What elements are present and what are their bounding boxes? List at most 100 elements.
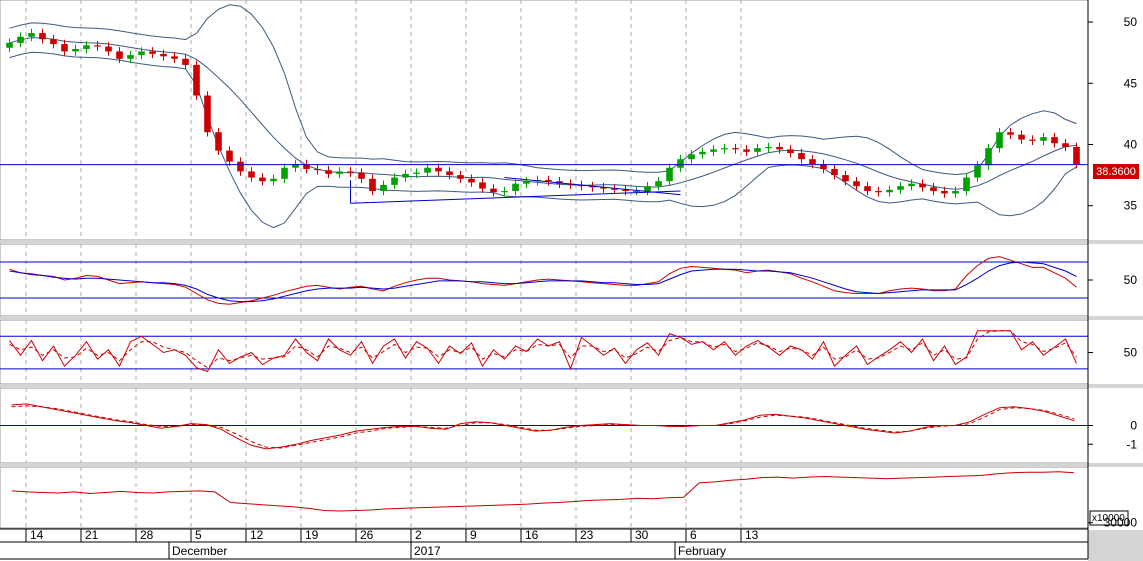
candle-body [61,44,68,52]
candle-body [160,53,167,57]
x-tick-label: 16 [525,528,539,542]
x-tick-label: 26 [360,528,374,542]
candle-body [633,191,640,193]
candle-body [501,191,508,193]
candle-body [292,164,299,168]
candle-body [919,183,926,188]
candle-body [347,171,354,173]
volume-scale-box [1089,510,1129,526]
candle-body [468,178,475,183]
candle-body [875,191,882,193]
y-tick-label: 50 [1124,346,1138,360]
volume-scale-label: x10000 [1092,513,1125,524]
candle-body [17,36,24,43]
y-tick-label: 45 [1124,76,1138,90]
candle-body [842,175,849,182]
candle-body [721,148,728,150]
candle-body [1018,134,1025,140]
candle-body [369,178,376,192]
panel-separator-3 [0,384,1143,388]
x-tick-label: 9 [470,528,477,542]
candle-body [204,95,211,133]
x-tick-label: 28 [140,528,154,542]
candle-body [336,171,343,174]
panel-2-series-0 [9,330,1077,373]
candle-body [171,56,178,59]
candle-body [127,55,134,59]
y-tick-label: -1 [1126,437,1137,451]
bollinger-lower [9,51,1077,229]
candle-body [820,164,827,169]
candle-body [809,159,816,165]
candle-body [589,186,596,188]
trend-line-upper [504,177,681,196]
x-tick-label: 5 [195,528,202,542]
month-label: February [678,544,726,558]
candle-body [457,175,464,179]
price-label: 38.3600 [1093,164,1139,179]
panel-1-series-0 [9,256,1077,305]
candle-body [105,46,112,52]
month-label: 2017 [414,544,441,558]
candle-body [512,183,519,192]
candle-body [666,167,673,182]
candle-body [1051,137,1058,144]
x-tick-label: 12 [250,528,264,542]
candle-body [39,33,46,40]
candle-body [1040,137,1047,141]
x-tick-label: 2 [415,528,422,542]
candle-body [644,186,651,192]
candle-body [1007,132,1014,135]
candle-body [50,39,57,45]
panel-separator-2 [0,316,1143,320]
candle-body [622,189,629,192]
y-tick-label: 50 [1124,15,1138,29]
candle-body [83,45,90,49]
candle-body [985,148,992,166]
candle-body [6,42,13,48]
x-tick-label: 21 [85,528,99,542]
candle-body [897,186,904,190]
candle-body [930,187,937,192]
panel-3-series-1 [11,405,1075,449]
price-label-bg [1093,164,1139,179]
bollinger-middle [9,37,1077,190]
candle-body [28,33,35,37]
candle-body [798,153,805,160]
candle-body [908,183,915,187]
candle-body [402,173,409,178]
candle-body [424,167,431,173]
y-tick-label: 30000 [1104,516,1138,530]
candle-body [1062,143,1069,147]
price-label-text: 38.3600 [1096,166,1136,178]
candle-body [655,181,662,187]
candle-body [787,149,794,154]
candle-body [710,149,717,152]
candle-body [688,154,695,160]
candle-body [435,167,442,172]
panel-1-series-1 [9,261,1077,303]
x-tick-label: 19 [305,528,319,542]
candle-body [138,51,145,56]
candle-body [193,64,200,96]
candle-body [974,165,981,178]
candle-body [952,191,959,194]
candle-body [677,159,684,168]
candle-body [182,58,189,65]
corner-block [1088,530,1143,561]
candle-body [886,189,893,193]
candle-body [853,181,860,187]
candle-body [523,181,530,184]
candle-body [831,168,838,176]
candle-body [996,132,1003,149]
x-tick-label: 23 [580,528,594,542]
candle-body [215,132,222,151]
candle-body [325,170,332,174]
candle-body [963,177,970,192]
candle-body [259,177,266,182]
candle-body [479,182,486,189]
panel-separator-4 [0,463,1143,467]
y-tick-label: 50 [1124,273,1138,287]
candle-body [149,51,156,54]
